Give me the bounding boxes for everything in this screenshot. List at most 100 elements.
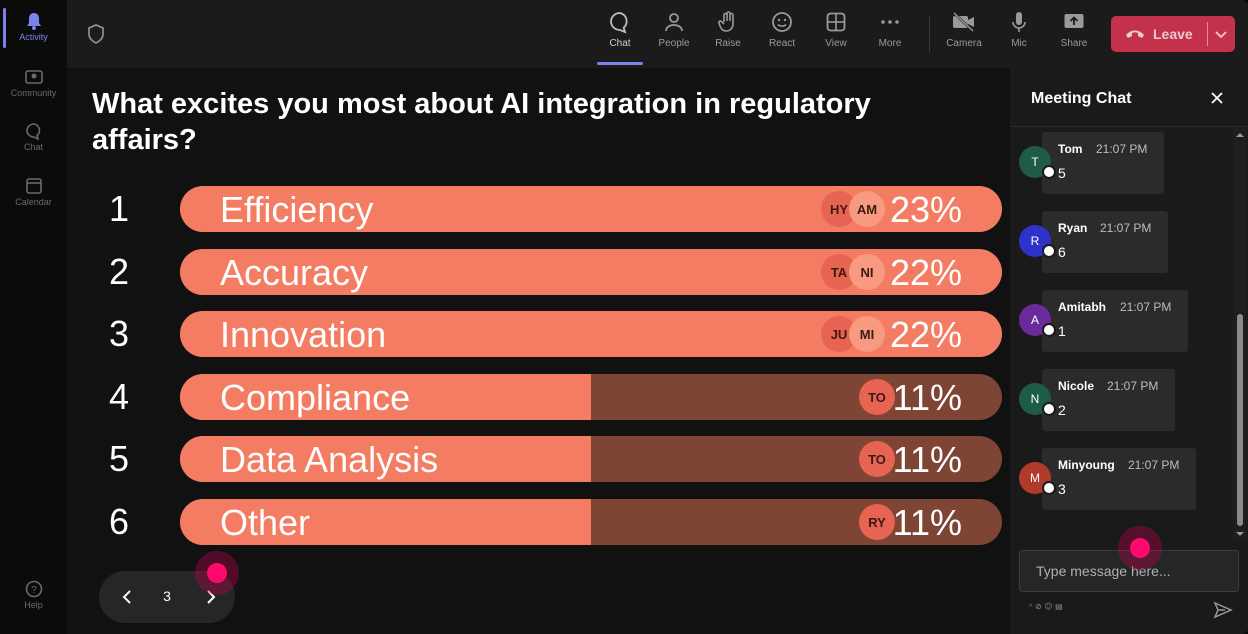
toolbar-chat-button[interactable]: Chat [597,10,643,49]
calendar-icon [25,178,42,194]
option-percent: 11% [892,502,962,543]
sender-name: Minyoung [1058,458,1115,472]
option-label: Innovation [220,314,387,355]
toolbar-label: Share [1060,38,1088,49]
message-input[interactable] [1020,551,1236,591]
toolbar-more-button[interactable]: More [867,10,913,49]
sender-name: Ryan [1058,221,1088,235]
rail-item-label: Chat [23,142,43,152]
toolbar-label: Mic [1011,38,1027,49]
format-toolbar-icon[interactable]: ᴬ ⊘ ☺ ▤ [1029,601,1081,611]
rail-item-chat[interactable]: Chat [0,122,67,152]
option-label: Data Analysis [220,439,439,480]
grid-icon [826,12,846,32]
presence-status-icon [1042,481,1056,495]
option-bar: Innovation 22% JU MI [180,311,1002,357]
rail-item-label: Help [24,600,43,610]
pagination: 3 [99,571,235,623]
sender-name: Nicole [1058,379,1095,393]
community-icon [24,70,43,84]
cursor-indicator [1118,526,1162,570]
chat-scrollbar[interactable] [1233,128,1247,542]
toolbar-camera-button[interactable]: Camera [941,10,987,49]
close-icon[interactable] [1209,90,1225,106]
chevron-down-icon[interactable] [1214,27,1228,41]
message-text: 6 [1058,244,1066,260]
option-rank: 5 [108,438,130,479]
option-rank: 6 [108,501,130,542]
toolbar-label: View [825,38,847,49]
leave-divider [1207,22,1208,46]
message-bubble[interactable]: Minyoung 21:07 PM 3 [1042,448,1196,510]
chevron-right-icon[interactable] [201,587,221,607]
page-number: 3 [163,588,171,604]
option-label: Other [220,502,311,543]
chat-icon [610,12,628,34]
message-time: 21:07 PM [1100,221,1152,235]
toolbar-label: More [878,38,902,49]
message-time: 21:07 PM [1107,379,1159,393]
smiley-icon [772,12,792,32]
option-label: Compliance [220,377,411,418]
scrollbar-thumb[interactable] [1237,314,1243,526]
rail-item-label: Community [10,88,57,98]
option-bar: Other 11% RY [180,499,1002,545]
rail-item-label: Calendar [15,197,52,207]
people-icon [665,13,683,32]
shield-icon [88,24,104,44]
option-bar-fill [180,374,591,420]
option-bar: Efficiency 23% HY AM [180,186,1002,232]
message-text: 1 [1058,323,1066,339]
toolbar-raise-button[interactable]: Raise [705,10,751,49]
scroll-down-icon[interactable] [1236,530,1244,538]
option-rank: 2 [108,251,130,292]
toolbar-people-button[interactable]: People [651,10,697,49]
message-bubble[interactable]: Amitabh 21:07 PM 1 [1042,290,1188,352]
presence-status-icon [1042,323,1056,337]
voter-avatar: AM [849,191,885,227]
rail-item-label: Activity [19,32,48,42]
chat-compose-box [1019,550,1239,592]
chevron-left-icon[interactable] [117,587,137,607]
message-text: 2 [1058,402,1066,418]
meeting-chat-panel: Meeting Chat Tom 21:07 PM 5 T Ryan 21:07 PM 6 R… [1010,68,1248,634]
voter-avatar: RY [859,504,895,540]
message-text: 5 [1058,165,1066,181]
message-time: 21:07 PM [1096,142,1148,156]
svg-text:ᴬ ⊘ ☺ ▤: ᴬ ⊘ ☺ ▤ [1029,602,1063,611]
message-bubble[interactable]: Ryan 21:07 PM 6 [1042,211,1168,273]
rail-active-indicator [3,8,6,48]
mic-icon [1012,12,1026,32]
option-rank: 4 [108,376,130,417]
rail-item-help[interactable]: ? Help [0,580,67,610]
sender-name: Tom [1058,142,1083,156]
raise-hand-icon [718,11,734,32]
share-icon [1064,14,1084,28]
message-bubble[interactable]: Nicole 21:07 PM 2 [1042,369,1175,431]
toolbar-react-button[interactable]: React [759,10,805,49]
toolbar-view-button[interactable]: View [813,10,859,49]
meeting-toolbar: Chat People Raise React View More Camera [67,0,1248,68]
message-time: 21:07 PM [1120,300,1172,314]
send-icon[interactable] [1213,600,1233,620]
presence-status-icon [1042,244,1056,258]
option-rank: 1 [108,188,130,229]
rail-item-activity[interactable]: Activity [0,12,67,42]
toolbar-label: People [658,38,690,49]
message-bubble[interactable]: Tom 21:07 PM 5 [1042,132,1164,194]
toolbar-mic-button[interactable]: Mic [996,10,1042,49]
leave-button[interactable]: Leave [1111,16,1235,52]
scroll-up-icon[interactable] [1236,131,1244,139]
toolbar-share-button[interactable]: Share [1051,10,1097,49]
more-icon [881,20,899,24]
toolbar-label: Raise [715,38,741,49]
option-label: Efficiency [220,189,374,230]
rail-item-community[interactable]: Community [0,68,67,98]
poll-results: What excites you most about AI integrati… [67,68,1010,634]
message-text: 3 [1058,481,1066,497]
camera-off-icon [953,12,974,32]
svg-text:?: ? [31,585,37,596]
rail-item-calendar[interactable]: Calendar [0,177,67,207]
voter-avatar: TO [859,441,895,477]
chat-title: Meeting Chat [1031,90,1132,107]
